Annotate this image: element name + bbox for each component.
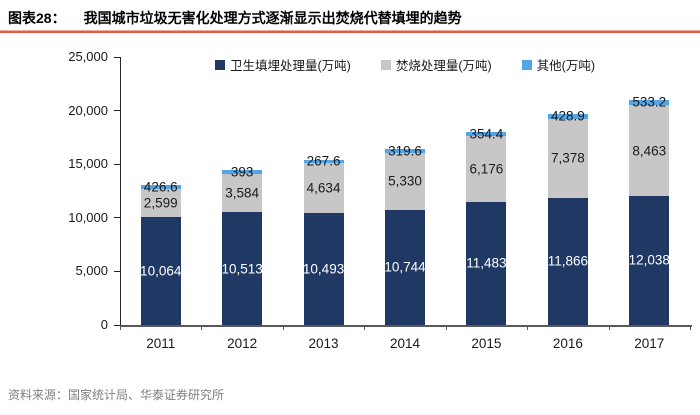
x-axis-category-label: 2012 bbox=[227, 336, 258, 351]
bar-value-label: 267.6 bbox=[306, 153, 341, 169]
y-axis-tick bbox=[114, 163, 120, 165]
legend-label: 焚烧处理量(万吨) bbox=[395, 59, 492, 73]
bar-value-label: 11,866 bbox=[547, 253, 588, 269]
bar-segment-other bbox=[547, 114, 588, 119]
bar-value-label: 6,176 bbox=[469, 161, 504, 177]
x-axis-tick bbox=[364, 325, 366, 330]
source-note: 资料来源：国家统计局、华泰证券研究所 bbox=[8, 388, 225, 402]
x-axis-category-label: 2014 bbox=[389, 336, 421, 351]
page-title: 我国城市垃圾无害化处理方式逐渐显示出焚烧代替填埋的趋势 bbox=[83, 10, 462, 26]
y-axis-tick-label: 20,000 bbox=[68, 102, 108, 118]
legend-item-other: 其他(万吨) bbox=[521, 55, 595, 74]
bar-segment-incineration bbox=[547, 118, 588, 198]
bar-segment-landfill bbox=[466, 201, 507, 325]
x-axis-tick bbox=[445, 325, 447, 330]
bar-segment-incineration bbox=[385, 152, 425, 210]
y-axis-tick bbox=[114, 270, 120, 272]
bar-value-label: 8,463 bbox=[632, 143, 667, 159]
bar-segment-landfill bbox=[547, 197, 588, 325]
bar-segment-other bbox=[303, 159, 344, 163]
bar-value-label: 5,330 bbox=[388, 173, 422, 189]
bar-value-label: 3,584 bbox=[225, 185, 260, 201]
x-axis-tick bbox=[201, 325, 203, 330]
y-axis-tick-label: 0 bbox=[100, 317, 108, 332]
y-axis-line bbox=[120, 57, 121, 325]
bar-segment-incineration bbox=[222, 173, 263, 213]
bar-value-label: 533.2 bbox=[632, 94, 667, 110]
bar-segment-other bbox=[629, 99, 670, 106]
x-axis-category-label: 2011 bbox=[146, 336, 176, 351]
y-axis-tick-label: 5,000 bbox=[75, 263, 108, 279]
y-axis-tick bbox=[114, 217, 120, 219]
y-axis-tick-label: 25,000 bbox=[68, 49, 108, 64]
legend-swatch-icon bbox=[215, 59, 225, 70]
bar-segment-incineration bbox=[629, 105, 670, 196]
bar-segment-landfill bbox=[629, 195, 670, 325]
header-divider bbox=[0, 30, 700, 33]
x-axis-tick bbox=[120, 325, 121, 330]
legend-item-incineration: 焚烧处理量(万吨) bbox=[380, 55, 492, 74]
x-axis-category-label: 2016 bbox=[552, 336, 583, 351]
bar-value-label: 10,513 bbox=[221, 261, 263, 277]
bar-segment-other bbox=[385, 149, 425, 153]
legend-label: 其他(万吨) bbox=[536, 59, 595, 73]
y-axis-tick bbox=[114, 110, 120, 112]
x-axis-category-label: 2013 bbox=[308, 336, 339, 351]
bar-value-label: 426.6 bbox=[143, 179, 178, 195]
bar-segment-landfill bbox=[303, 212, 344, 325]
y-axis-tick bbox=[114, 56, 120, 58]
x-axis-tick bbox=[527, 325, 529, 330]
legend-swatch-icon bbox=[521, 59, 532, 70]
x-axis-line bbox=[120, 325, 692, 327]
bar-value-label: 10,744 bbox=[384, 259, 426, 275]
chart-legend: 卫生填埋处理量(万吨) 焚烧处理量(万吨) 其他(万吨) bbox=[120, 55, 690, 74]
bar-segment-other bbox=[466, 131, 507, 136]
figure-label: 图表28： bbox=[8, 10, 66, 26]
bar-segment-other bbox=[140, 184, 181, 190]
bar-value-label: 12,038 bbox=[628, 252, 670, 268]
y-axis-tick-label: 10,000 bbox=[68, 209, 108, 225]
x-axis-tick bbox=[282, 325, 284, 330]
x-axis-category-label: 2017 bbox=[634, 336, 665, 351]
figure-header: 图表28： 我国城市垃圾无害化处理方式逐渐显示出焚烧代替填埋的趋势 bbox=[8, 8, 692, 28]
bar-value-label: 4,634 bbox=[306, 180, 341, 196]
bar-value-label: 11,483 bbox=[466, 255, 507, 271]
bar-segment-landfill bbox=[385, 209, 425, 325]
bar-value-label: 393 bbox=[230, 164, 254, 180]
legend-swatch-icon bbox=[380, 59, 391, 70]
bar-value-label: 10,064 bbox=[140, 263, 182, 279]
bar-value-label: 319.6 bbox=[388, 143, 422, 159]
y-axis-tick bbox=[114, 324, 120, 326]
bar-value-label: 2,599 bbox=[143, 195, 178, 211]
x-axis-category-label: 2015 bbox=[471, 336, 502, 351]
bar-value-label: 7,378 bbox=[550, 150, 585, 166]
x-axis-tick bbox=[608, 325, 610, 330]
bar-value-label: 428.9 bbox=[550, 108, 585, 124]
y-axis-tick-label: 15,000 bbox=[68, 156, 108, 172]
bar-segment-other bbox=[222, 169, 263, 174]
legend-label: 卫生填埋处理量(万吨) bbox=[230, 59, 351, 73]
bar-segment-landfill bbox=[140, 217, 181, 325]
bar-segment-incineration bbox=[140, 189, 181, 218]
x-axis-tick bbox=[690, 325, 691, 330]
bar-segment-landfill bbox=[222, 212, 263, 325]
bar-segment-incineration bbox=[466, 135, 507, 202]
bar-segment-incineration bbox=[303, 162, 344, 213]
bar-value-label: 354.4 bbox=[469, 126, 504, 142]
legend-item-landfill: 卫生填埋处理量(万吨) bbox=[215, 55, 351, 74]
bar-value-label: 10,493 bbox=[302, 261, 345, 277]
